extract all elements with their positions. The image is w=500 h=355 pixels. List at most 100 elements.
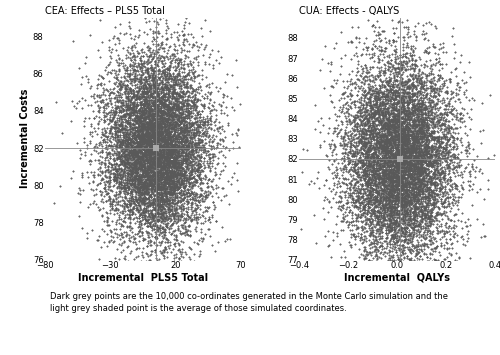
Point	[420, 195, 428, 200]
Point	[393, 207, 401, 213]
Point	[364, 182, 372, 188]
Point	[378, 112, 386, 118]
Point	[442, 194, 450, 200]
Point	[148, 119, 156, 124]
Point	[434, 146, 442, 152]
Point	[368, 22, 376, 28]
Point	[157, 73, 165, 78]
Point	[134, 145, 141, 151]
Point	[117, 265, 125, 271]
Point	[376, 130, 384, 136]
Point	[416, 182, 424, 188]
Point	[405, 99, 413, 105]
Point	[387, 184, 395, 190]
Point	[146, 144, 154, 149]
Point	[386, 205, 394, 211]
Point	[116, 141, 124, 147]
Point	[150, 124, 158, 130]
Point	[164, 296, 172, 301]
Point	[404, 78, 412, 84]
Point	[408, 184, 416, 190]
Point	[86, 86, 94, 91]
Point	[111, 166, 119, 171]
Point	[362, 139, 370, 144]
Point	[107, 100, 115, 106]
Point	[430, 174, 438, 179]
Point	[441, 102, 449, 108]
Point	[165, 119, 173, 125]
Point	[402, 116, 410, 121]
Point	[112, 154, 120, 160]
Point	[388, 235, 396, 240]
Point	[410, 171, 418, 176]
Point	[192, 160, 200, 165]
Point	[157, 186, 165, 192]
Point	[384, 63, 392, 69]
Point	[115, 162, 123, 168]
Point	[378, 78, 386, 84]
Point	[142, 188, 150, 194]
Point	[144, 71, 152, 77]
Point	[402, 186, 409, 192]
Point	[187, 159, 195, 165]
Point	[354, 198, 362, 204]
Point	[368, 131, 376, 137]
Point	[424, 166, 432, 172]
Point	[402, 156, 410, 162]
Point	[398, 174, 406, 179]
Point	[188, 139, 196, 144]
Point	[152, 165, 160, 171]
Point	[135, 134, 143, 140]
Point	[374, 145, 382, 151]
Point	[366, 295, 374, 300]
Point	[399, 188, 407, 194]
Point	[162, 195, 170, 201]
Point	[164, 149, 172, 155]
Point	[370, 275, 378, 280]
Point	[414, 118, 422, 124]
Point	[126, 202, 134, 208]
Point	[178, 49, 186, 55]
Point	[132, 276, 140, 282]
Point	[168, 187, 176, 193]
Point	[422, 139, 430, 144]
Point	[388, 193, 396, 199]
Point	[166, 141, 173, 147]
Point	[398, 196, 406, 202]
Point	[162, 193, 170, 199]
Point	[148, 93, 156, 98]
Point	[152, 146, 160, 151]
Point	[164, 163, 172, 169]
Point	[422, 79, 430, 85]
Point	[129, 76, 137, 82]
Point	[121, 162, 129, 168]
Point	[118, 186, 126, 191]
Point	[118, 148, 126, 153]
Point	[370, 166, 378, 171]
Point	[148, 177, 156, 182]
Point	[149, 76, 157, 82]
Point	[149, 121, 157, 127]
Point	[376, 119, 384, 124]
Point	[370, 102, 378, 107]
Point	[174, 61, 182, 66]
Point	[127, 45, 135, 51]
Point	[167, 147, 175, 153]
Point	[121, 165, 129, 171]
Point	[156, 185, 164, 190]
Point	[400, 237, 408, 243]
Point	[356, 122, 364, 128]
Point	[362, 148, 370, 154]
Point	[408, 107, 416, 113]
Point	[424, 179, 432, 185]
Point	[402, 116, 410, 122]
Point	[376, 142, 384, 148]
Point	[128, 101, 136, 107]
Point	[370, 113, 378, 119]
Point	[383, 133, 391, 139]
Point	[365, 127, 373, 133]
Point	[342, 141, 350, 147]
Point	[430, 198, 438, 203]
Point	[408, 5, 416, 10]
Point	[146, 162, 154, 167]
